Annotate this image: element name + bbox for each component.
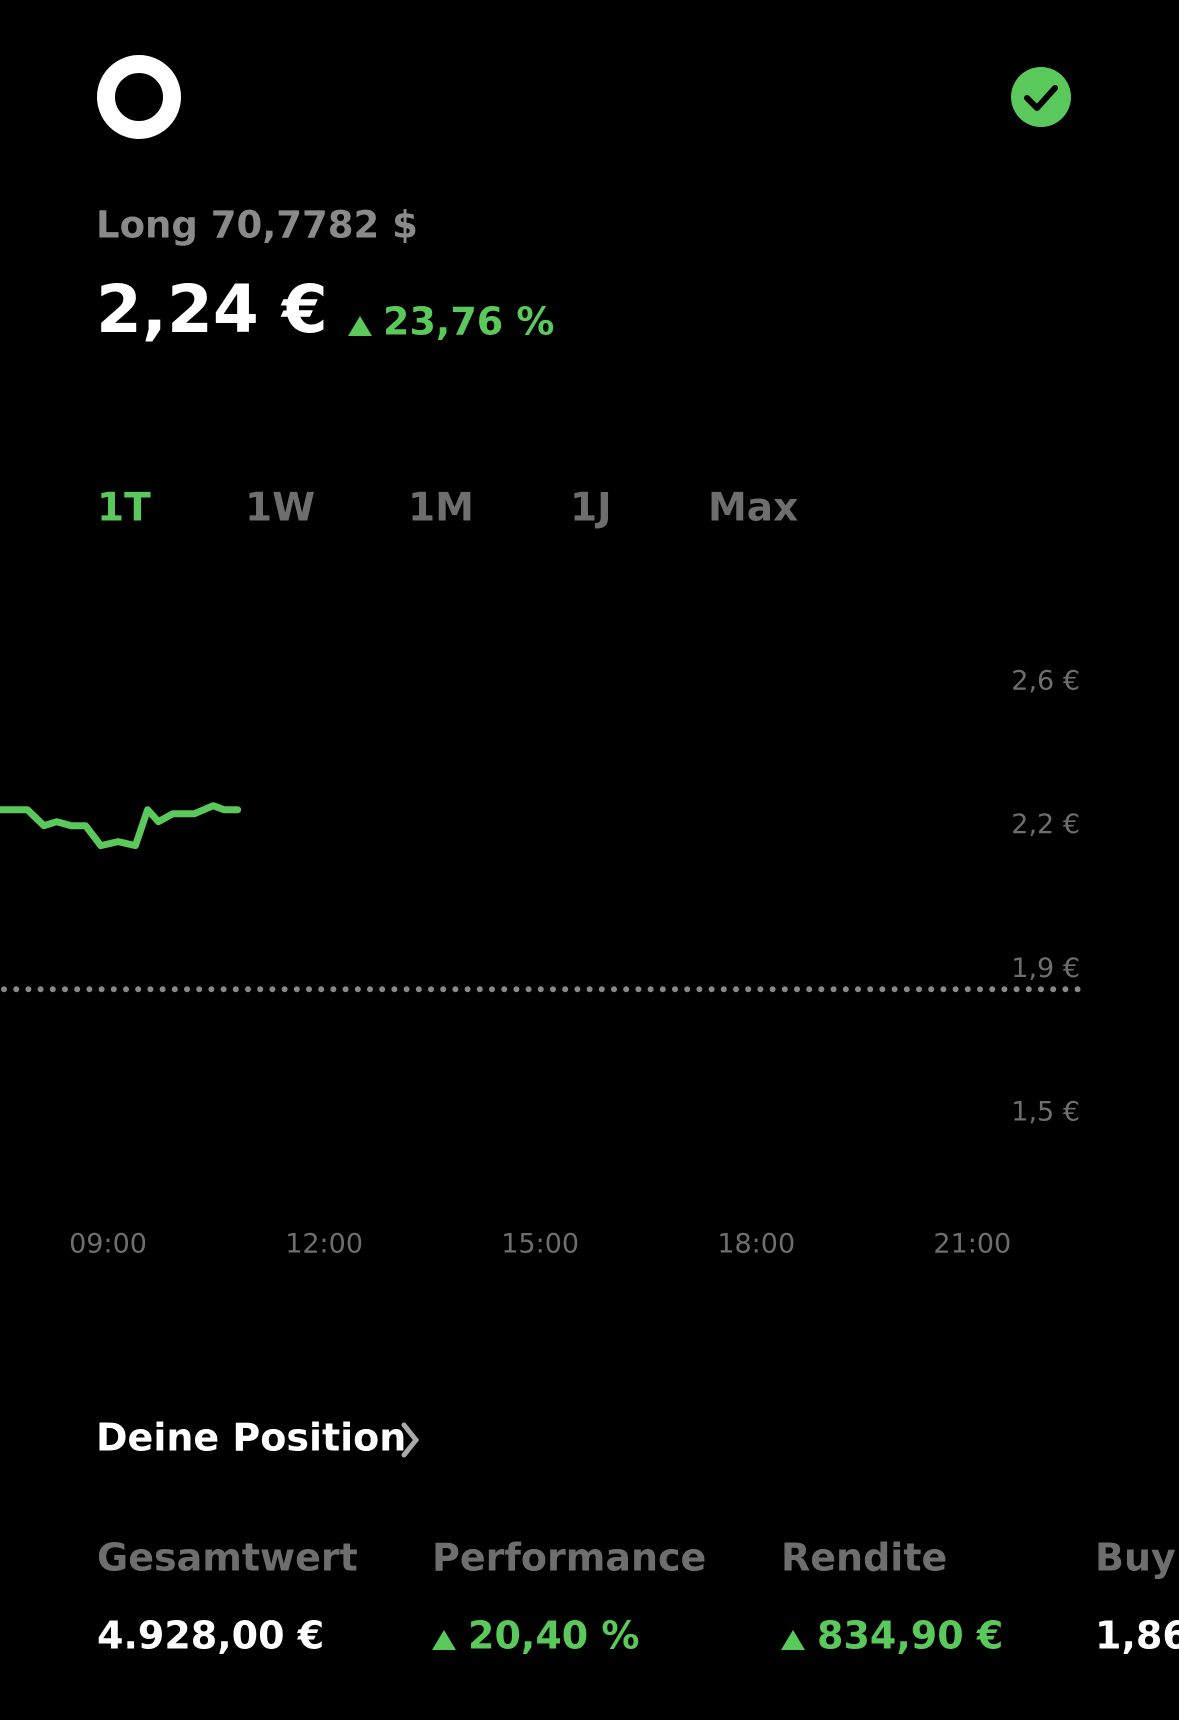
period-tab[interactable]: 1W: [245, 486, 315, 531]
column-label: Gesamtwert: [97, 1536, 358, 1580]
x-tick-label: 12:00: [285, 1229, 363, 1260]
check-mark: [1024, 85, 1058, 111]
x-tick-label: 09:00: [69, 1229, 147, 1260]
column-label: Performance: [432, 1536, 706, 1580]
column-value: 20,40 %: [468, 1614, 640, 1658]
column-value: 1,86: [1095, 1614, 1179, 1658]
x-tick-label: 18:00: [717, 1229, 795, 1260]
up-arrow: [348, 316, 372, 336]
period-tab[interactable]: Max: [708, 486, 798, 531]
status-check[interactable]: [1011, 67, 1071, 127]
column-label: Buy: [1095, 1536, 1176, 1580]
period-tab[interactable]: 1J: [570, 486, 612, 531]
logo[interactable]: [97, 55, 181, 139]
position-title[interactable]: Deine Position: [96, 1416, 406, 1460]
subtitle: Long 70,7782 $: [96, 204, 418, 247]
period-tab[interactable]: 1T: [97, 486, 151, 531]
chevron[interactable]: [401, 1422, 420, 1458]
change: 23,76 %: [383, 300, 555, 344]
price: 2,24 €: [96, 271, 328, 348]
up-arrow: [781, 1630, 805, 1650]
period-tab[interactable]: 1M: [408, 486, 474, 531]
column-label: Rendite: [781, 1536, 947, 1580]
check-circle: [1011, 67, 1071, 127]
column-value: 4.928,00 €: [97, 1614, 324, 1658]
y-tick-label: 2,2 €: [1011, 809, 1080, 840]
price-line: [0, 802, 242, 850]
y-tick-label: 2,6 €: [1011, 666, 1080, 697]
y-tick-label: 1,9 €: [1011, 953, 1080, 984]
y-tick-label: 1,5 €: [1011, 1097, 1080, 1128]
up-arrow: [432, 1630, 456, 1650]
column-value: 834,90 €: [817, 1614, 1003, 1658]
x-tick-label: 15:00: [501, 1229, 579, 1260]
x-tick-label: 21:00: [933, 1229, 1011, 1260]
